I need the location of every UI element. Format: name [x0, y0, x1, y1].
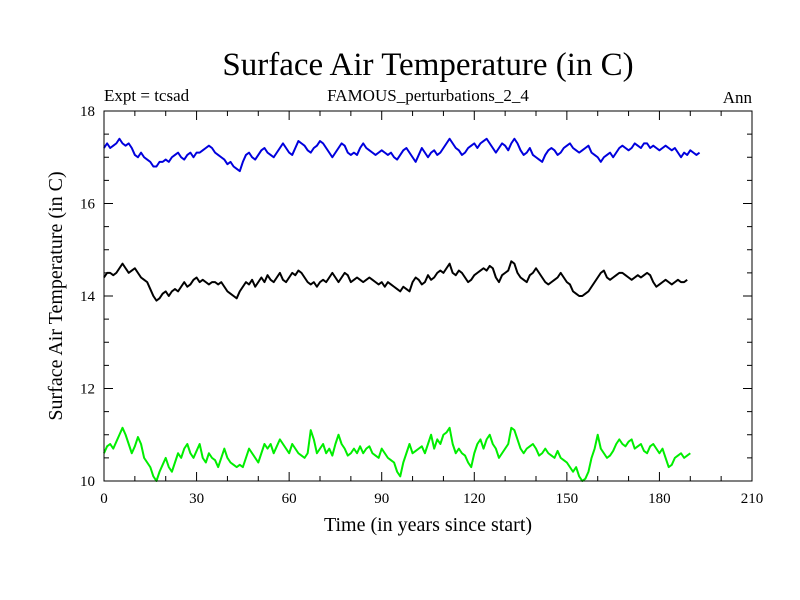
- y-tick-label: 12: [80, 382, 95, 398]
- chart-title: Surface Air Temperature (in C): [222, 47, 633, 83]
- y-tick-label: 18: [80, 104, 95, 120]
- y-tick-label: 10: [80, 474, 95, 490]
- x-tick-label: 180: [648, 491, 671, 507]
- series-line-black: [103, 260, 688, 302]
- x-axis-label: Time (in years since start): [324, 514, 532, 536]
- x-tick-label: 120: [463, 491, 486, 507]
- y-axis-label: Surface Air Temperature (in C): [45, 171, 67, 420]
- axes-layer: 0 30 60 90 120 150 180 210 10 12 14 16 18: [80, 104, 763, 507]
- x-tick-label: 210: [741, 491, 764, 507]
- series-layer: [103, 137, 701, 482]
- series-line-blue: [103, 137, 701, 173]
- x-tick-label: 30: [189, 491, 204, 507]
- x-tick-label: 0: [100, 491, 108, 507]
- plot-frame: [103, 110, 753, 482]
- y-tick-label: 14: [80, 289, 96, 305]
- chart-subtitle-right: Ann: [723, 88, 753, 107]
- x-tick-label: 150: [556, 491, 579, 507]
- y-tick-label: 16: [80, 197, 96, 213]
- chart-subtitle-center: FAMOUS_perturbations_2_4: [327, 86, 529, 105]
- x-tick-label: 60: [282, 491, 297, 507]
- x-tick-label: 90: [374, 491, 389, 507]
- series-line-green: [103, 426, 691, 482]
- chart-subtitle-left: Expt = tcsad: [104, 86, 190, 105]
